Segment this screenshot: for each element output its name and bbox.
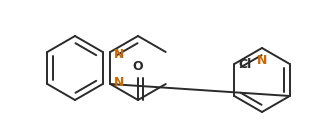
Text: O: O [133,60,143,73]
Text: Cl: Cl [238,58,252,70]
Text: N: N [114,75,125,89]
Text: N: N [257,54,267,67]
Text: N: N [114,47,125,61]
